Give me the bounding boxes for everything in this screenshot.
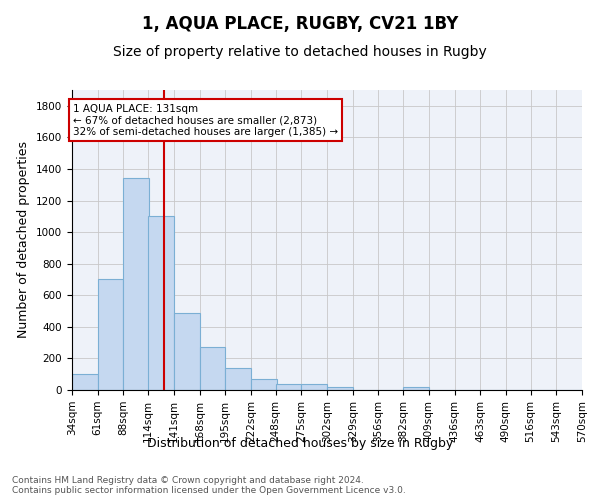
Bar [148,216,174,390]
Bar [124,178,149,390]
Bar [199,348,225,390]
Text: Distribution of detached houses by size in Rugby: Distribution of detached houses by size … [147,438,453,450]
Text: 1, AQUA PLACE, RUGBY, CV21 1BY: 1, AQUA PLACE, RUGBY, CV21 1BY [142,15,458,33]
Bar [251,379,277,390]
Text: 1 AQUA PLACE: 131sqm
← 67% of detached houses are smaller (2,873)
32% of semi-de: 1 AQUA PLACE: 131sqm ← 67% of detached h… [73,104,338,136]
Bar [72,374,98,390]
Bar [174,312,199,390]
Bar [98,280,124,390]
Bar [275,384,301,390]
Bar [225,368,251,390]
Bar [301,384,327,390]
Y-axis label: Number of detached properties: Number of detached properties [17,142,31,338]
Text: Size of property relative to detached houses in Rugby: Size of property relative to detached ho… [113,45,487,59]
Bar [403,387,429,390]
Text: Contains HM Land Registry data © Crown copyright and database right 2024.
Contai: Contains HM Land Registry data © Crown c… [12,476,406,495]
Bar [327,387,353,390]
